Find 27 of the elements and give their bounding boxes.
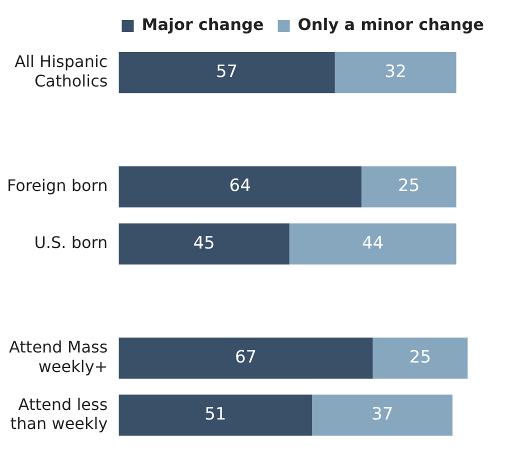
- bar: [118, 394, 312, 436]
- data-label: 67: [234, 348, 257, 368]
- bar: [118, 52, 335, 94]
- data-label: 51: [204, 404, 226, 425]
- data-label: 25: [398, 176, 420, 196]
- data-label: 64: [229, 176, 251, 196]
- bar: [289, 223, 456, 264]
- data-label: 25: [409, 348, 432, 368]
- data-label: 57: [216, 62, 238, 82]
- bar: [118, 166, 362, 208]
- legend-label: Only a minor change: [298, 15, 484, 34]
- data-label: 45: [193, 233, 215, 254]
- bar: [118, 223, 290, 264]
- bar: [334, 52, 456, 94]
- legend-label: Major change: [142, 15, 264, 34]
- y-tick-label: Foreign born: [7, 176, 108, 195]
- bar: [372, 338, 468, 379]
- bar: [312, 394, 452, 436]
- bar: [361, 166, 456, 208]
- data-label: 32: [384, 62, 406, 82]
- data-label: 37: [371, 404, 394, 425]
- data-label: 44: [362, 233, 384, 254]
- bar: [118, 338, 373, 379]
- y-tick-label: All Hispanic Catholics: [14, 52, 108, 90]
- y-tick-label: Attend less than weekly: [10, 394, 108, 433]
- y-tick-label: Attend Mass weekly+: [8, 338, 108, 376]
- y-tick-label: U.S. born: [34, 233, 108, 252]
